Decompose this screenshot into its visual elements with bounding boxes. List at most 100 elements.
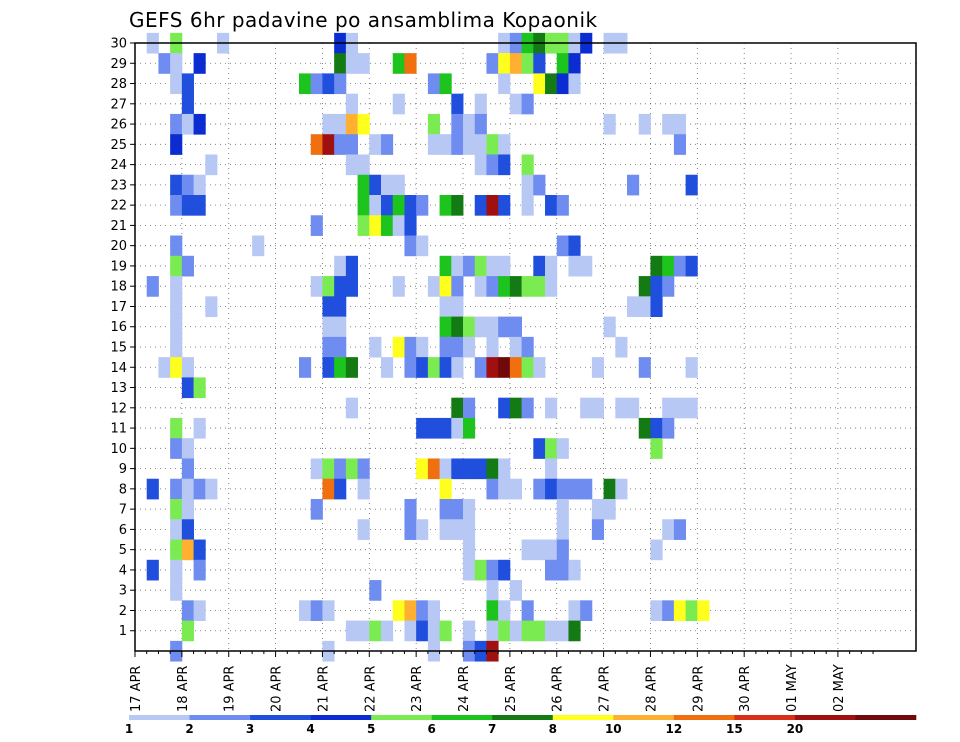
heatmap-cell xyxy=(170,499,183,520)
y-tick-label: 23 xyxy=(110,178,127,193)
y-tick-label: 3 xyxy=(119,584,127,599)
heatmap-cell xyxy=(170,417,183,439)
heatmap-cell xyxy=(662,417,675,439)
colorbar-label: 3 xyxy=(246,722,254,736)
heatmap-cell xyxy=(357,113,370,135)
heatmap-cell xyxy=(416,235,429,257)
heatmap-cell xyxy=(439,255,452,277)
heatmap-cell xyxy=(381,195,394,216)
heatmap-cell xyxy=(252,235,265,257)
heatmap-cell xyxy=(181,377,194,399)
heatmap-cell xyxy=(170,580,183,601)
heatmap-cell xyxy=(486,255,499,277)
x-tick-label: 22 APR xyxy=(363,666,378,712)
colorbar-swatch xyxy=(310,715,372,720)
heatmap-cell xyxy=(416,357,429,378)
heatmap-cell xyxy=(486,276,499,297)
y-tick-label: 13 xyxy=(110,381,127,396)
heatmap-cell xyxy=(357,478,370,500)
heatmap-cell xyxy=(627,397,640,419)
heatmap-cell xyxy=(439,357,452,378)
heatmap-cell xyxy=(509,620,522,642)
heatmap-cell xyxy=(451,519,464,540)
heatmap-cell xyxy=(334,357,347,378)
heatmap-cell xyxy=(334,113,347,135)
heatmap-cell xyxy=(181,519,194,540)
heatmap-cell xyxy=(474,195,487,216)
heatmap-cell xyxy=(638,276,651,297)
heatmap-cell xyxy=(603,316,616,338)
x-tick-label: 21 APR xyxy=(316,666,331,712)
heatmap-cell xyxy=(568,73,581,95)
heatmap-cell xyxy=(463,620,476,642)
heatmap-cell xyxy=(509,580,522,601)
heatmap-cell xyxy=(404,215,417,236)
y-tick-label: 29 xyxy=(110,57,127,72)
heatmap-cell xyxy=(486,478,499,500)
y-tick-label: 22 xyxy=(110,199,127,214)
y-tick-label: 2 xyxy=(119,604,127,619)
heatmap-cell xyxy=(181,620,194,642)
heatmap-cell xyxy=(439,276,452,297)
heatmap-cell xyxy=(463,113,476,135)
heatmap-cell xyxy=(486,53,499,74)
heatmap-cell xyxy=(404,499,417,520)
heatmap-cell xyxy=(509,316,522,338)
heatmap-cell xyxy=(545,478,558,500)
heatmap-cell xyxy=(310,215,323,236)
y-tick-label: 17 xyxy=(110,300,127,315)
heatmap-cell xyxy=(451,113,464,135)
y-tick-label: 5 xyxy=(119,543,127,558)
heatmap-cell xyxy=(392,174,405,196)
heatmap-cell xyxy=(416,195,429,216)
heatmap-cell xyxy=(463,255,476,277)
heatmap-cell xyxy=(427,417,440,439)
heatmap-cell xyxy=(357,53,370,74)
heatmap-cell xyxy=(509,357,522,378)
heatmap-cell xyxy=(439,478,452,500)
heatmap-cell xyxy=(568,559,581,581)
heatmap-cell xyxy=(299,73,312,95)
heatmap-cell xyxy=(533,53,546,74)
x-tick-label: 18 APR xyxy=(176,666,191,712)
heatmap-cell xyxy=(451,296,464,317)
heatmap-cell xyxy=(404,195,417,216)
colorbar-label: 15 xyxy=(726,722,743,736)
heatmap-cell xyxy=(451,458,464,480)
heatmap-cell xyxy=(509,478,522,500)
y-tick-label: 30 xyxy=(110,37,127,52)
heatmap-cell xyxy=(334,296,347,317)
heatmap-cell xyxy=(170,438,183,459)
heatmap-cell xyxy=(545,195,558,216)
heatmap-cell xyxy=(451,499,464,520)
heatmap-cell xyxy=(463,539,476,561)
heatmap-cell xyxy=(381,357,394,378)
heatmap-cell xyxy=(545,276,558,297)
heatmap-cell xyxy=(193,195,206,216)
heatmap-cell xyxy=(498,357,511,378)
heatmap-cell xyxy=(439,519,452,540)
heatmap-cell xyxy=(439,73,452,95)
heatmap-cell xyxy=(205,478,218,500)
heatmap-cell xyxy=(498,195,511,216)
heatmap-cell xyxy=(474,154,487,176)
heatmap-cell xyxy=(170,316,183,338)
colorbar-swatch xyxy=(431,715,493,720)
heatmap-cell xyxy=(498,255,511,277)
heatmap-cell xyxy=(439,316,452,338)
heatmap-cell xyxy=(322,336,335,358)
heatmap-cell xyxy=(193,600,206,621)
heatmap-cell xyxy=(193,478,206,500)
heatmap-cell xyxy=(650,255,663,277)
heatmap-cell xyxy=(345,154,358,176)
heatmap-cell xyxy=(545,397,558,419)
heatmap-cell xyxy=(662,600,675,621)
heatmap-cell xyxy=(521,195,534,216)
heatmap-cell xyxy=(322,276,335,297)
heatmap-cell xyxy=(357,154,370,176)
y-tick-label: 15 xyxy=(110,341,127,356)
heatmap-cell xyxy=(170,174,183,196)
y-tick-label: 16 xyxy=(110,320,127,335)
colorbar-label: 4 xyxy=(306,722,314,736)
heatmap-cell xyxy=(521,397,534,419)
